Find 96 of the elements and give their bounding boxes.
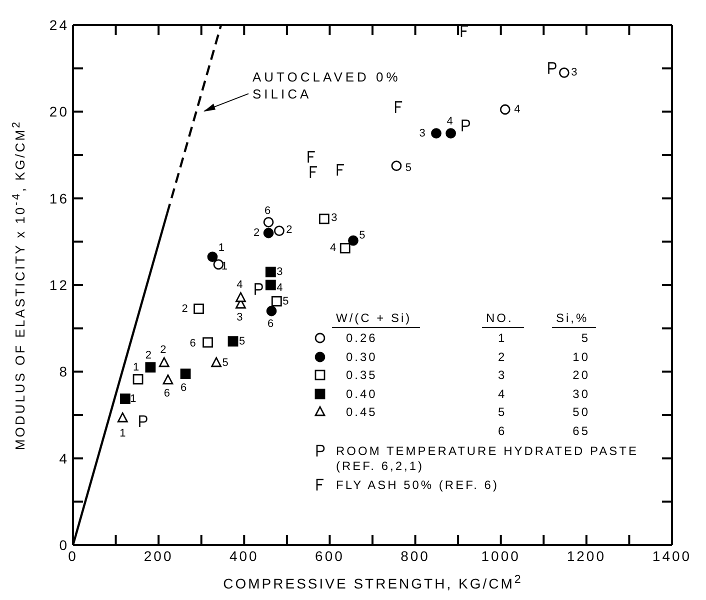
point [180, 368, 191, 380]
annotation: 10 [572, 350, 590, 364]
x-tick-label: 800 [400, 548, 430, 564]
point [263, 216, 274, 228]
annotation: 2 [253, 227, 262, 239]
y-tick-label: 16 [49, 190, 69, 206]
y-tick-label: 20 [49, 104, 69, 120]
point [132, 374, 144, 384]
point [500, 104, 510, 115]
annotation: 5 [238, 335, 248, 348]
point [340, 242, 350, 254]
point [265, 280, 276, 290]
x-tick-label: 1400 [652, 548, 692, 564]
legend-label: 0.35 [345, 368, 378, 383]
legend-label: 0.45 [345, 405, 378, 420]
legend-title: W/(C + Si) [336, 311, 412, 325]
x-tick-label: 600 [315, 548, 344, 564]
legend-label: 0.26 [345, 331, 378, 346]
annotation: 3 [419, 127, 428, 140]
point [236, 292, 246, 302]
point [266, 306, 277, 316]
point [558, 67, 570, 78]
annotation: 5 [580, 331, 590, 345]
annotation: 6 [498, 424, 507, 438]
annotation: 6 [190, 337, 198, 350]
annotation: 4 [498, 386, 507, 400]
point [202, 337, 213, 348]
annotation: 1 [221, 260, 230, 272]
point [348, 235, 358, 246]
y-tick-label: 24 [49, 16, 69, 33]
x-tick-label: 400 [229, 548, 259, 564]
annotation: 1 [218, 242, 227, 254]
point [158, 357, 170, 368]
annotation: 3 [498, 368, 507, 382]
y-tick-label: 0 [59, 536, 69, 553]
annotation: 2 [145, 349, 154, 362]
legend-label: 0.30 [345, 350, 378, 364]
annotation: 6 [164, 387, 172, 400]
point [194, 304, 204, 314]
point [117, 412, 128, 422]
annotation: AUTOCLAVED 0% SILICA [252, 70, 401, 102]
annotation: 1 [498, 331, 507, 345]
point [318, 214, 330, 224]
point [211, 357, 222, 368]
annotation: 65 [572, 424, 590, 438]
annotation: 2 [182, 302, 190, 315]
annotation: 20 [572, 368, 590, 382]
point [431, 128, 442, 139]
annotation: 5 [498, 405, 507, 419]
y-tick-label: 8 [59, 364, 69, 380]
point [162, 374, 174, 384]
annotation: 6 [267, 318, 276, 330]
annotation: 5 [222, 357, 230, 369]
point [145, 362, 156, 373]
annotation: 30 [572, 386, 590, 400]
annotation: 4 [330, 242, 338, 254]
annotation: 5 [405, 162, 414, 174]
annotation: 2 [286, 224, 294, 236]
point [120, 394, 130, 404]
annotation: 1 [132, 361, 142, 374]
annotation: 5 [359, 230, 368, 242]
legend-label: 0.40 [345, 386, 378, 402]
annotation: 1 [130, 392, 138, 405]
annotation: 4 [236, 279, 245, 291]
annotation: 2 [160, 344, 168, 356]
legend-label: ROOM TEMPERATURE HYDRATED PASTE (REF. 6,2,1) [336, 444, 640, 474]
annotation: 4 [446, 115, 455, 128]
annotation: 5 [282, 295, 291, 308]
point [274, 226, 284, 236]
x-tick-label: 1200 [566, 548, 606, 564]
annotation: 4 [276, 282, 285, 294]
point [207, 252, 218, 262]
annotation: 4 [514, 104, 522, 116]
annotation: 1 [120, 427, 128, 440]
annotation: NO. [486, 311, 514, 325]
point [271, 296, 282, 306]
x-tick-label: 1000 [481, 548, 520, 564]
x-tick-label: 200 [144, 548, 174, 564]
annotation: 50 [572, 405, 590, 419]
point [391, 160, 402, 172]
x-axis-title: COMPRESSIVE STRENGTH, KG/CM$^{2}$ [222, 573, 524, 592]
annotation: 3 [331, 212, 340, 224]
annotation: 6 [264, 205, 273, 218]
y-tick-label: 12 [49, 276, 69, 293]
annotation: Si,% [556, 311, 589, 325]
point [263, 228, 274, 238]
annotation: 3 [276, 266, 285, 278]
y-tick-label: 4 [59, 450, 69, 466]
legend-label: FLY ASH 50% (REF. 6) [336, 478, 500, 493]
point [228, 336, 238, 347]
point [265, 266, 276, 278]
point [446, 128, 456, 139]
annotation: 6 [180, 382, 189, 394]
annotation: 2 [498, 350, 507, 364]
annotation: 3 [571, 66, 580, 79]
annotation: 3 [236, 312, 245, 324]
